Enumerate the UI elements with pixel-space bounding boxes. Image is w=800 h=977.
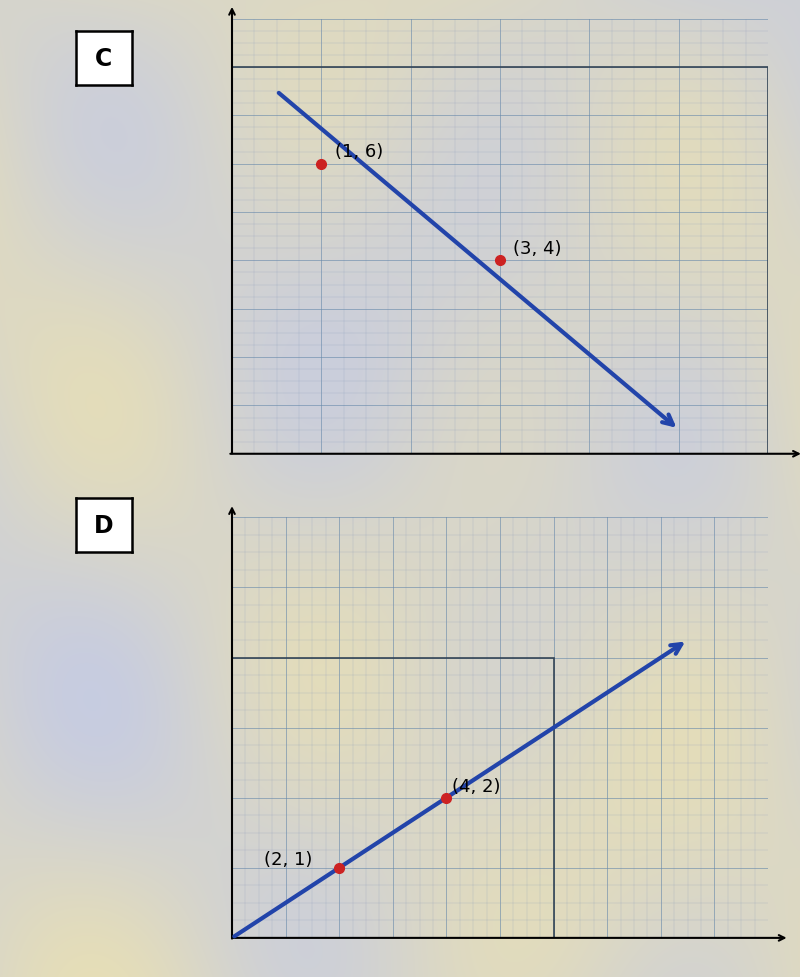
Text: (2, 1): (2, 1) — [264, 850, 313, 869]
Bar — [232, 658, 554, 938]
Text: D: D — [94, 513, 114, 537]
Text: (4, 2): (4, 2) — [452, 777, 500, 795]
Text: C: C — [95, 47, 113, 71]
Text: (3, 4): (3, 4) — [514, 239, 562, 258]
Text: (1, 6): (1, 6) — [334, 144, 383, 161]
Bar — [232, 67, 768, 454]
